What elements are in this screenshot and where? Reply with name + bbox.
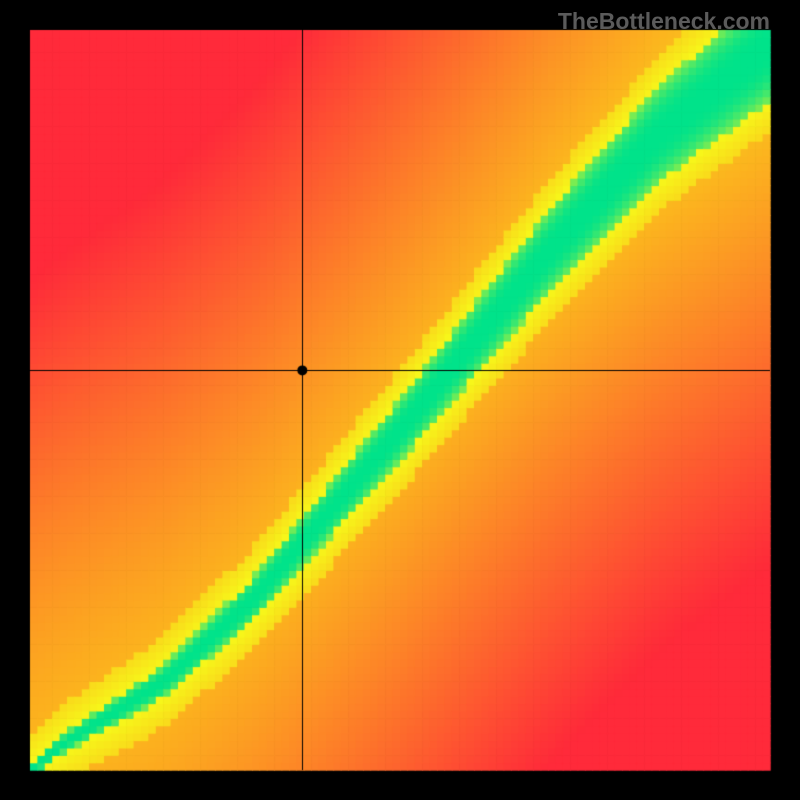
chart-container: { "watermark": { "text": "TheBottleneck.… [0, 0, 800, 800]
bottleneck-heatmap [0, 0, 800, 800]
